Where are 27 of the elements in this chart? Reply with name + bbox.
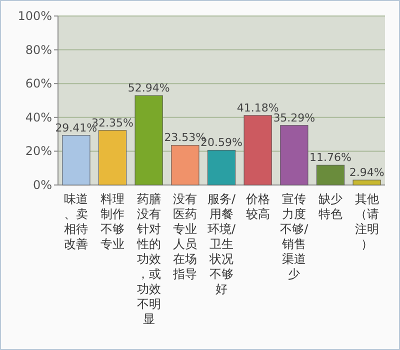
x-tick-label: 味道、卖相待改善: [64, 192, 88, 251]
bar: [98, 130, 127, 186]
data-label: 2.94%: [349, 166, 384, 180]
x-tick-label: 缺少特色: [318, 192, 342, 221]
category-label: 药膳没有针对性的功效，或功效不明显: [136, 192, 161, 326]
y-tick-label: 20%: [25, 144, 52, 158]
bar: [244, 115, 272, 186]
y-tick-label: 40%: [25, 110, 52, 124]
x-tick-label: 没有医药专业人员在场指导: [172, 192, 198, 281]
x-tick-label: 宣传力度不够/销售渠道少: [280, 192, 310, 281]
data-label: 11.76%: [310, 151, 352, 164]
x-tick-label: 服务/用餐环境/卫生状况不够好: [207, 192, 236, 296]
data-label: 52.94%: [128, 82, 170, 95]
bar: [352, 180, 381, 186]
y-tick-label: 80%: [25, 42, 52, 57]
x-tick-label: 其他（请注明）: [354, 192, 379, 251]
bar: [134, 95, 163, 186]
y-tick-label: 100%: [18, 9, 52, 23]
bar: [207, 150, 236, 186]
y-tick-label: 0%: [32, 178, 52, 192]
bar: [280, 125, 308, 186]
bar: [171, 144, 200, 186]
bar: [316, 164, 345, 186]
bar: [62, 135, 90, 186]
y-tick-label: 60%: [25, 76, 52, 91]
x-tick-label: 价格较高: [244, 192, 270, 221]
x-tick-label: 料理制作不够专业: [100, 192, 124, 251]
